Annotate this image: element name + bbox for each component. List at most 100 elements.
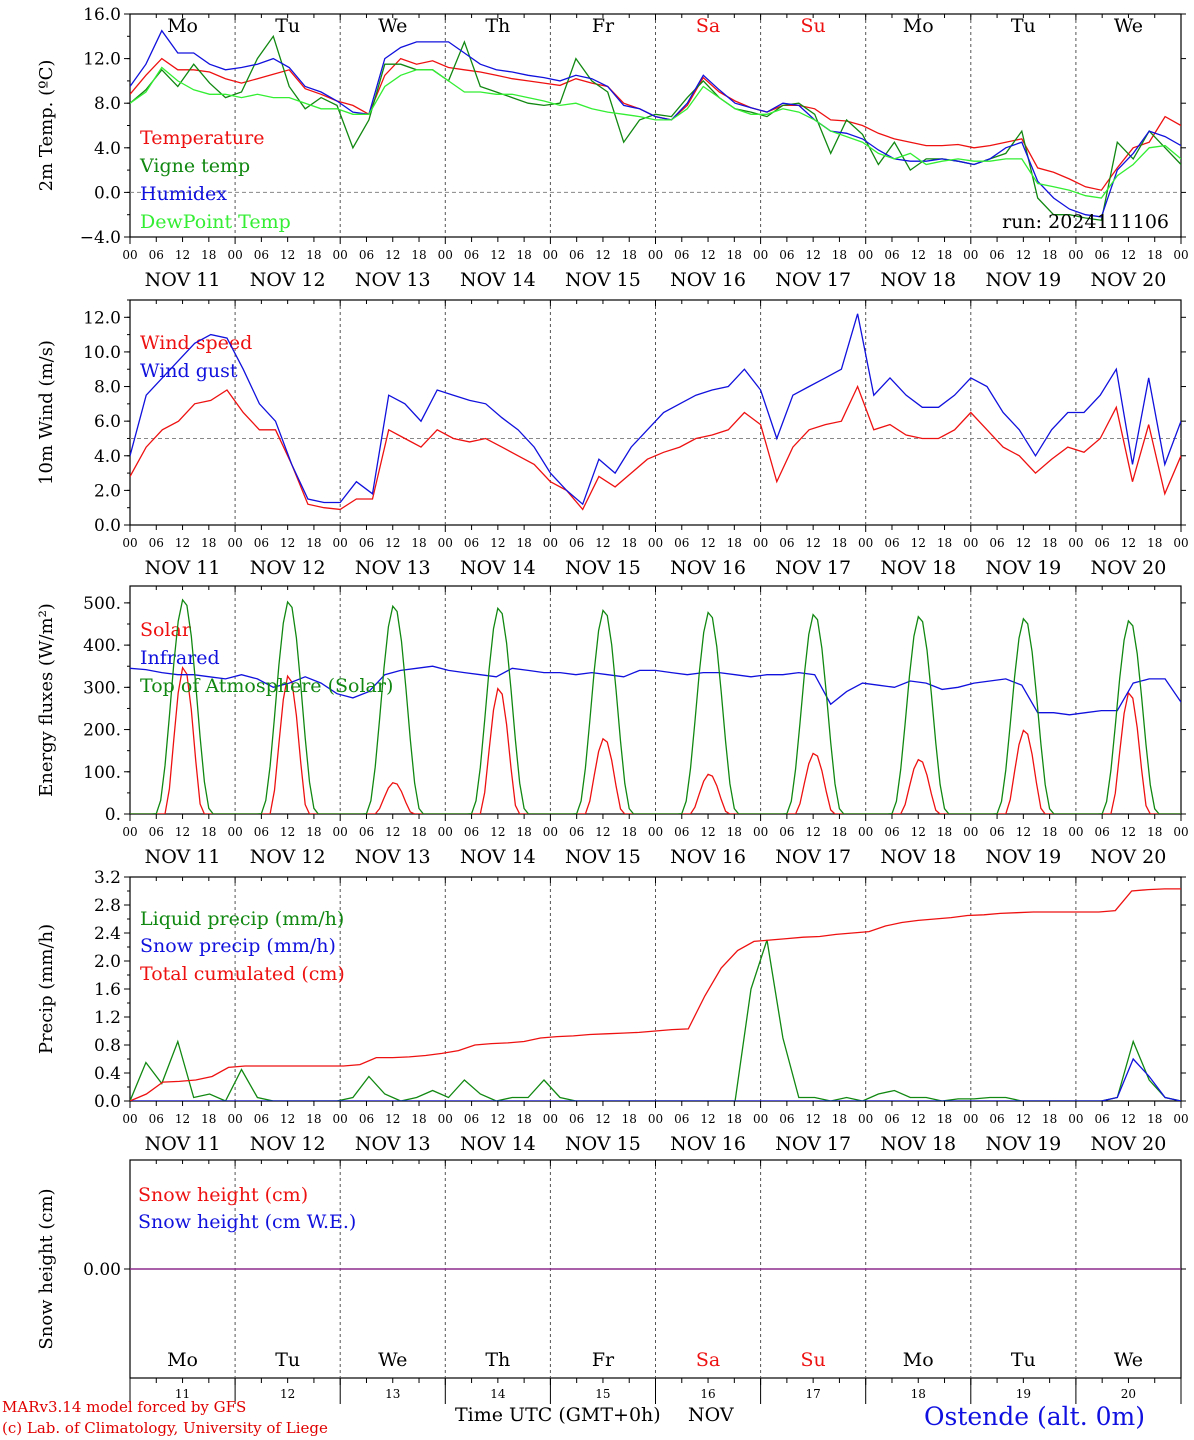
date-label: NOV 15 — [565, 846, 641, 868]
weekday-label: Tu — [275, 1349, 300, 1371]
y-tick-label: 0.8 — [94, 1036, 121, 1056]
hour-tick-label: 12 — [911, 825, 926, 839]
hour-tick-label: 00 — [858, 536, 873, 550]
hour-tick-label: 06 — [149, 536, 164, 550]
hour-tick-label: 12 — [175, 825, 190, 839]
date-label: NOV 16 — [670, 1133, 746, 1155]
series-line-red — [130, 888, 1181, 1101]
hour-tick-label: 06 — [359, 825, 374, 839]
hour-tick-label: 18 — [516, 825, 531, 839]
hour-tick-label: 12 — [1121, 825, 1136, 839]
panel-temp: 00 06 12 18 00 06 12 18 00 06 12 18 00 06 12 18 00 06 12 18… — [36, 5, 1189, 291]
date-label: NOV 19 — [985, 269, 1061, 291]
hour-tick-label: 06 — [254, 536, 269, 550]
hour-tick-label: 06 — [779, 536, 794, 550]
hour-tick-label: 18 — [411, 825, 426, 839]
hour-tick-label: 18 — [1042, 825, 1057, 839]
hour-tick-label: 00 — [543, 248, 558, 262]
hour-tick-label: 00 — [858, 248, 873, 262]
hour-tick-label: 00 — [753, 825, 768, 839]
date-label: NOV 20 — [1091, 846, 1167, 868]
hour-tick-label: 12 — [1121, 248, 1136, 262]
day-number-label: 20 — [1121, 1387, 1136, 1401]
hour-tick-label: 18 — [516, 1112, 531, 1126]
date-label: NOV 12 — [250, 846, 326, 868]
weekday-label: Fr — [592, 1349, 615, 1371]
panel-wind: 00 06 12 18 00 06 12 18 00 06 12 18 00 06 12 18 00 06 12 18… — [36, 299, 1189, 579]
weekday-label: Sa — [696, 1349, 720, 1371]
date-label: NOV 14 — [460, 846, 536, 868]
date-label: NOV 16 — [670, 557, 746, 579]
hour-tick-label: 00 — [648, 825, 663, 839]
y-tick-label: 0.00 — [83, 1260, 121, 1280]
weekday-label: Su — [801, 1349, 826, 1371]
hour-tick-label: 00 — [227, 248, 242, 262]
hour-tick-label: 06 — [779, 248, 794, 262]
hour-tick-label: 12 — [806, 1112, 821, 1126]
weekday-label: Mo — [903, 1349, 934, 1371]
hour-tick-label: 06 — [1095, 536, 1110, 550]
hour-tick-label: 06 — [674, 248, 689, 262]
hour-tick-label: 12 — [385, 825, 400, 839]
hour-tick-label: 00 — [122, 1112, 137, 1126]
date-label: NOV 20 — [1091, 269, 1167, 291]
hour-tick-label: 12 — [806, 536, 821, 550]
x-axis-month: NOV — [688, 1404, 734, 1426]
hour-tick-label: 06 — [254, 825, 269, 839]
date-label: NOV 11 — [145, 1133, 221, 1155]
panel-energy: 00 06 12 18 00 06 12 18 00 06 12 18 00 06 12 18 00 06 12 18… — [36, 585, 1189, 868]
hour-tick-label: 12 — [1121, 536, 1136, 550]
legend-entry: Top of Atmosphere (Solar) — [140, 675, 393, 697]
hour-tick-label: 18 — [516, 536, 531, 550]
y-tick-label: −4.0 — [80, 228, 121, 248]
hour-tick-label: 00 — [963, 536, 978, 550]
y-tick-label: 1.2 — [94, 1008, 121, 1028]
weekday-label: Su — [801, 15, 826, 37]
hour-tick-label: 18 — [622, 825, 637, 839]
hour-tick-label: 18 — [1147, 248, 1162, 262]
hour-tick-label: 12 — [490, 536, 505, 550]
weekday-label: Tu — [1011, 15, 1036, 37]
date-label: NOV 17 — [775, 1133, 851, 1155]
hour-tick-label: 18 — [937, 536, 952, 550]
legend-entry: Total cumulated (cm) — [140, 963, 345, 985]
date-label: NOV 13 — [355, 269, 431, 291]
hour-tick-label: 18 — [1147, 1112, 1162, 1126]
hour-tick-label: 12 — [911, 248, 926, 262]
y-tick-label: 3.2 — [94, 868, 121, 888]
hour-tick-label: 12 — [595, 825, 610, 839]
hour-tick-label: 12 — [806, 248, 821, 262]
hour-tick-label: 06 — [464, 1112, 479, 1126]
hour-tick-label: 12 — [700, 825, 715, 839]
hour-tick-label: 18 — [1147, 536, 1162, 550]
y-tick-label: 0.0 — [94, 1092, 121, 1112]
day-number-label: 17 — [806, 1387, 821, 1401]
lab-credit: (c) Lab. of Climatology, University of L… — [2, 1419, 328, 1437]
hour-tick-label: 06 — [254, 1112, 269, 1126]
hour-tick-label: 06 — [779, 825, 794, 839]
hour-tick-label: 18 — [1042, 536, 1057, 550]
hour-tick-label: 12 — [490, 825, 505, 839]
hour-tick-label: 00 — [543, 825, 558, 839]
hour-tick-label: 18 — [727, 1112, 742, 1126]
y-tick-label: 12.0 — [83, 308, 121, 328]
date-label: NOV 11 — [145, 557, 221, 579]
hour-tick-label: 12 — [175, 1112, 190, 1126]
hour-tick-label: 00 — [333, 1112, 348, 1126]
y-tick-label: 8.0 — [94, 378, 121, 398]
y-tick-label: 4.0 — [94, 139, 121, 159]
y-tick-label: 2.4 — [94, 924, 121, 944]
y-axis-label: Snow height (cm) — [36, 1188, 57, 1349]
hour-tick-label: 00 — [438, 1112, 453, 1126]
date-label: NOV 16 — [670, 846, 746, 868]
day-number-label: 16 — [700, 1387, 715, 1401]
hour-tick-label: 00 — [858, 825, 873, 839]
legend-entry: Liquid precip (mm/h) — [140, 908, 344, 930]
x-axis-label: Time UTC (GMT+0h) — [455, 1404, 661, 1426]
hour-tick-label: 18 — [306, 825, 321, 839]
hour-tick-label: 00 — [1173, 1112, 1188, 1126]
series-line-green — [130, 34, 1181, 222]
date-label: NOV 12 — [250, 1133, 326, 1155]
day-number-label: 19 — [1016, 1387, 1031, 1401]
legend-entry: Infrared — [140, 647, 220, 669]
